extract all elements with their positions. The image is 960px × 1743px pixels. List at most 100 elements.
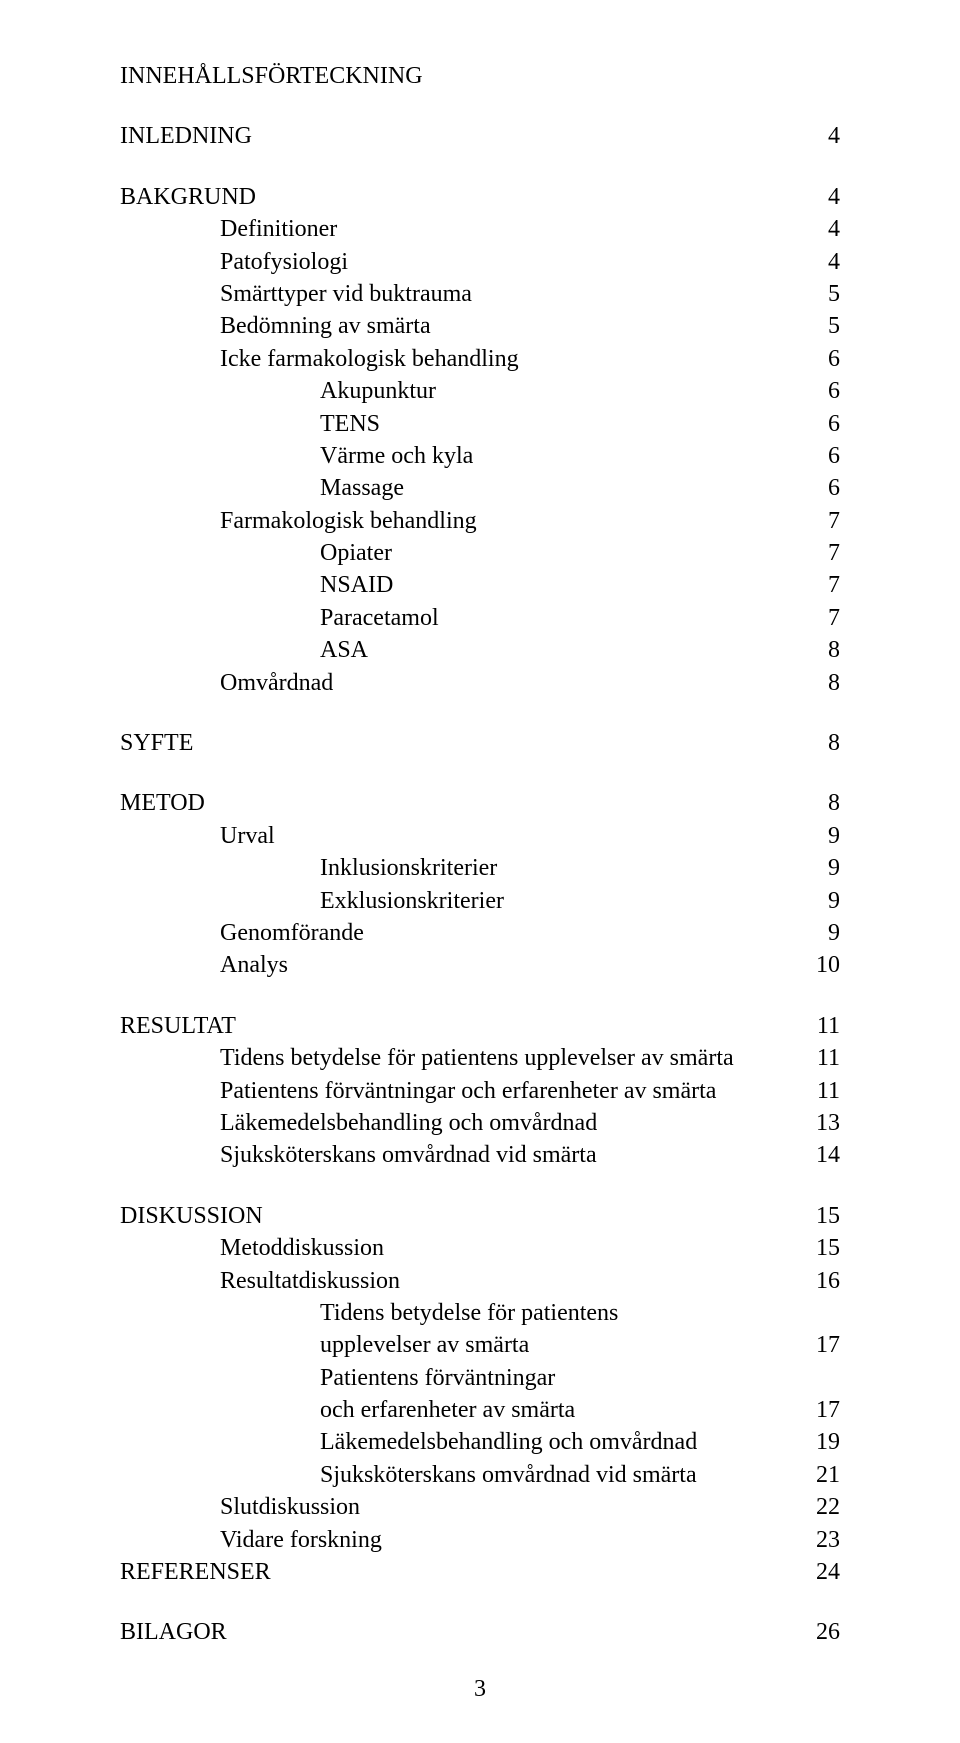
toc-entry-label: Akupunktur (120, 375, 800, 407)
toc-entry-page: 8 (800, 787, 840, 819)
toc-entry-page: 22 (800, 1491, 840, 1523)
toc-entry-page: 6 (800, 440, 840, 472)
toc-entry-page: 26 (800, 1616, 840, 1648)
section-gap (120, 982, 840, 1010)
toc-entry-label: Patofysiologi (120, 246, 800, 278)
toc-entry: DISKUSSION15 (120, 1200, 840, 1232)
toc-entry-page: 6 (800, 408, 840, 440)
toc-entry: REFERENSER24 (120, 1556, 840, 1588)
toc-entry-label: RESULTAT (120, 1010, 800, 1042)
toc-entry-label: Vidare forskning (120, 1524, 800, 1556)
toc-entry: Sjuksköterskans omvårdnad vid smärta21 (120, 1459, 840, 1491)
toc-entry-label: Opiater (120, 537, 800, 569)
section-gap (120, 1588, 840, 1616)
toc-entry: SYFTE8 (120, 727, 840, 759)
toc-entry: Metoddiskussion15 (120, 1232, 840, 1264)
toc-entry-label: Bedömning av smärta (120, 310, 800, 342)
toc-entry-label: Tidens betydelse för patientens (120, 1297, 800, 1329)
toc-entry: upplevelser av smärta17 (120, 1329, 840, 1361)
section-gap (120, 759, 840, 787)
toc-entry-label: Paracetamol (120, 602, 800, 634)
toc-entry-label: METOD (120, 787, 800, 819)
toc-entry-label: BILAGOR (120, 1616, 800, 1648)
toc-entry-page: 8 (800, 634, 840, 666)
toc-entry-label: Farmakologisk behandling (120, 505, 800, 537)
toc-entry: Tidens betydelse för patientens upplevel… (120, 1042, 840, 1074)
toc-entry-label: Tidens betydelse för patientens upplevel… (120, 1042, 800, 1074)
toc-entry-page: 5 (800, 278, 840, 310)
toc-entry: Patientens förväntningar (120, 1362, 840, 1394)
toc-entry: Bedömning av smärta5 (120, 310, 840, 342)
toc-entry: NSAID7 (120, 569, 840, 601)
toc-entry: Vidare forskning23 (120, 1524, 840, 1556)
toc-entry-label: Patientens förväntningar (120, 1362, 800, 1394)
toc-entry: BILAGOR26 (120, 1616, 840, 1648)
toc-entry-page: 6 (800, 375, 840, 407)
toc-entry-page: 4 (800, 120, 840, 152)
toc-entry-page: 21 (800, 1459, 840, 1491)
toc-entry-label: Definitioner (120, 213, 800, 245)
toc-entry-page: 9 (800, 917, 840, 949)
toc-entry: TENS6 (120, 408, 840, 440)
toc-entry-label: Patientens förväntningar och erfarenhete… (120, 1075, 800, 1107)
toc-entry-label: BAKGRUND (120, 181, 800, 213)
toc-entry: Omvårdnad8 (120, 667, 840, 699)
toc-entry: Exklusionskriterier9 (120, 885, 840, 917)
toc-entry: Inklusionskriterier9 (120, 852, 840, 884)
toc-entry-label: Värme och kyla (120, 440, 800, 472)
toc-entry-page: 17 (800, 1329, 840, 1361)
toc-entry: ASA8 (120, 634, 840, 666)
toc-entry-page: 10 (800, 949, 840, 981)
toc-entry-label: Läkemedelsbehandling och omvårdnad (120, 1107, 800, 1139)
toc-entry: BAKGRUND4 (120, 181, 840, 213)
toc-entry-page: 15 (800, 1232, 840, 1264)
toc-entry: INLEDNING4 (120, 120, 840, 152)
toc-entry-page: 24 (800, 1556, 840, 1588)
toc-entry: Resultatdiskussion16 (120, 1265, 840, 1297)
toc-entry-page: 11 (800, 1010, 840, 1042)
toc-entry-label: och erfarenheter av smärta (120, 1394, 800, 1426)
toc-entry-page: 16 (800, 1265, 840, 1297)
page-number: 3 (0, 1676, 960, 1703)
section-gap (120, 1172, 840, 1200)
toc-entry-label: Inklusionskriterier (120, 852, 800, 884)
toc-entry-page: 7 (800, 537, 840, 569)
toc-entry-label: NSAID (120, 569, 800, 601)
toc-entry: Tidens betydelse för patientens (120, 1297, 840, 1329)
toc-entry-page: 4 (800, 213, 840, 245)
section-gap (120, 153, 840, 181)
toc-entry-label: Läkemedelsbehandling och omvårdnad (120, 1426, 800, 1458)
toc-entry: Slutdiskussion22 (120, 1491, 840, 1523)
toc-entry-label: REFERENSER (120, 1556, 800, 1588)
toc-entry-label: Analys (120, 949, 800, 981)
toc-entry: Farmakologisk behandling7 (120, 505, 840, 537)
toc-entry-page: 4 (800, 246, 840, 278)
toc-entry: Smärttyper vid buktrauma5 (120, 278, 840, 310)
toc-entry-label: Exklusionskriterier (120, 885, 800, 917)
toc-entry: METOD8 (120, 787, 840, 819)
toc-entry-label: Massage (120, 472, 800, 504)
toc-entry-page: 17 (800, 1394, 840, 1426)
toc-entry: Sjuksköterskans omvårdnad vid smärta14 (120, 1139, 840, 1171)
toc-entry-label: DISKUSSION (120, 1200, 800, 1232)
toc-entry-page: 19 (800, 1426, 840, 1458)
toc-entry-label: Smärttyper vid buktrauma (120, 278, 800, 310)
toc-entry-label: upplevelser av smärta (120, 1329, 800, 1361)
toc-body: INLEDNING4BAKGRUND4Definitioner4Patofysi… (120, 120, 840, 1648)
toc-entry-page: 4 (800, 181, 840, 213)
toc-entry-page: 8 (800, 727, 840, 759)
toc-entry: Definitioner4 (120, 213, 840, 245)
toc-entry: Urval9 (120, 820, 840, 852)
toc-entry-label: Sjuksköterskans omvårdnad vid smärta (120, 1139, 800, 1171)
toc-entry-label: Resultatdiskussion (120, 1265, 800, 1297)
toc-entry-page: 7 (800, 505, 840, 537)
toc-entry-label: Slutdiskussion (120, 1491, 800, 1523)
toc-entry-label: Omvårdnad (120, 667, 800, 699)
toc-entry: Patofysiologi4 (120, 246, 840, 278)
toc-entry-page: 9 (800, 820, 840, 852)
toc-entry: Genomförande9 (120, 917, 840, 949)
toc-entry-label: Sjuksköterskans omvårdnad vid smärta (120, 1459, 800, 1491)
toc-entry: Akupunktur6 (120, 375, 840, 407)
toc-entry: Paracetamol7 (120, 602, 840, 634)
toc-entry-label: TENS (120, 408, 800, 440)
